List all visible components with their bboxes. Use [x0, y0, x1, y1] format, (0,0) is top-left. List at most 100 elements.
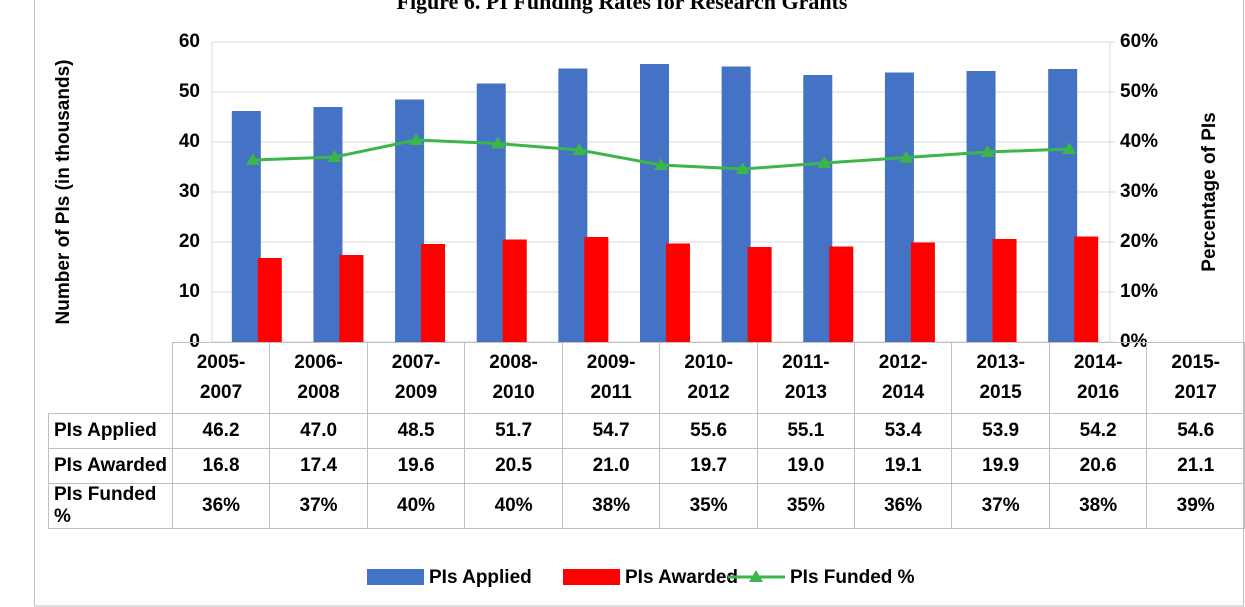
x-tick-label: 2007-2009 — [366, 342, 466, 414]
table-cell: 47.0 — [269, 413, 368, 449]
table-cell: 48.5 — [366, 413, 466, 449]
x-tick-label: 2015-2017 — [1146, 342, 1245, 414]
legend-swatch — [367, 569, 424, 585]
bar — [1074, 236, 1099, 342]
table-cell: 19.9 — [951, 448, 1050, 484]
legend-label: PIs Funded % — [790, 567, 915, 588]
bar — [966, 71, 996, 342]
legend-swatch — [563, 569, 620, 585]
table-cell: 46.2 — [171, 413, 271, 449]
table-row: PIs Applied 46.2 47.0 48.5 51.7 54.7 55.6 55.1 5… — [48, 413, 1245, 449]
table-cell: 36% — [171, 483, 271, 529]
data-table: 2005-2007 2006-2008 2007-2009 2008-2010 2009… — [48, 342, 1245, 529]
table-cell: 35% — [756, 483, 855, 529]
bar — [803, 75, 833, 342]
table-cell: 21.1 — [1146, 448, 1245, 484]
bar — [747, 247, 772, 342]
y2-tick-label: 60% — [1120, 31, 1158, 52]
y-tick-label: 50 — [179, 81, 200, 102]
y2-tick-label: 20% — [1120, 231, 1158, 252]
table-cell: 51.7 — [464, 413, 563, 449]
x-tick-label: 2014-2016 — [1048, 342, 1148, 414]
x-tick-label: 2008-2010 — [464, 342, 563, 414]
marker — [245, 153, 260, 165]
table-cell: 54.2 — [1048, 413, 1148, 449]
table-cell: 20.5 — [464, 448, 563, 484]
marker — [898, 150, 913, 163]
bar — [829, 246, 854, 342]
bar — [257, 258, 282, 342]
table-cell: PIs Applied — [48, 413, 173, 449]
bar — [395, 99, 425, 342]
y2-tick-label: 40% — [1120, 131, 1158, 152]
table-cell: 53.4 — [853, 413, 953, 449]
table-cell: 36% — [853, 483, 953, 529]
marker — [409, 133, 424, 145]
table-cell: 17.4 — [269, 448, 368, 484]
marker — [817, 156, 832, 168]
bar — [502, 239, 527, 342]
bar — [1048, 69, 1078, 342]
legend-label: PIs Applied — [429, 567, 532, 588]
table-cell: 54.7 — [561, 413, 661, 449]
bar — [884, 72, 914, 342]
x-tick-label: 2009-2011 — [561, 342, 661, 414]
table-header: 2005-2007 2006-2008 2007-2009 2008-2010 2009… — [49, 342, 1245, 414]
y-axis-label: Number of PIs (in thousands) — [53, 60, 74, 325]
table-cell: 39% — [1146, 483, 1245, 529]
marker — [490, 136, 505, 149]
bar — [910, 242, 935, 342]
y2-axis-label: Percentage of PIs — [1199, 112, 1220, 271]
table-cell: 19.6 — [366, 448, 466, 484]
x-tick-label: 2012-2014 — [853, 342, 953, 414]
y-tick-label: 30 — [179, 181, 200, 202]
marker — [1062, 142, 1077, 154]
bar — [339, 255, 364, 342]
bar — [421, 244, 446, 342]
bar — [992, 239, 1017, 342]
table-row: PIs Awarded 16.8 17.4 19.6 20.5 21.0 19.7 19.0 1… — [48, 448, 1245, 484]
bar — [721, 66, 751, 342]
legend-label: PIs Awarded — [625, 567, 738, 588]
table-cell: 40% — [464, 483, 563, 529]
table-cell: 38% — [561, 483, 661, 529]
table-cell: 55.1 — [756, 413, 855, 449]
y2-tick-label: 30% — [1120, 181, 1158, 202]
marker — [654, 158, 668, 170]
bar — [313, 107, 343, 342]
table-row: PIs Funded % 36% 37% 40% 40% 38% 35% 35% 36% 37% 3… — [48, 483, 1245, 529]
marker — [572, 143, 587, 155]
marker — [327, 150, 342, 162]
table-cell: 40% — [366, 483, 466, 529]
bar — [476, 83, 506, 342]
x-tick-label: 2010-2012 — [659, 342, 758, 414]
table-cell: 38% — [1048, 483, 1148, 529]
x-tick-label: 2005-2007 — [171, 342, 271, 414]
table-cell: 19.0 — [756, 448, 855, 484]
bar — [231, 111, 261, 342]
table-cell: 55.6 — [659, 413, 758, 449]
table-cell: 19.7 — [659, 448, 758, 484]
table-cell — [49, 343, 173, 414]
bar — [558, 68, 588, 342]
marker — [735, 162, 750, 174]
table-cell: PIs Awarded — [48, 448, 173, 484]
table-cell: 37% — [269, 483, 368, 529]
y2-tick-label: 50% — [1120, 81, 1158, 102]
y-tick-label: 60 — [179, 31, 200, 52]
table-cell: PIs Funded % — [48, 483, 173, 529]
legend-marker — [749, 570, 763, 582]
table-cell: 54.6 — [1146, 413, 1245, 449]
y-tick-label: 20 — [179, 231, 200, 252]
marker — [980, 145, 995, 157]
x-tick-label: 2013-2015 — [951, 342, 1050, 414]
table-cell: 20.6 — [1048, 448, 1148, 484]
x-tick-label: 2011-2013 — [756, 342, 855, 414]
y-tick-label: 10 — [179, 281, 200, 302]
bar — [666, 243, 690, 342]
y2-tick-label: 10% — [1120, 281, 1158, 302]
x-tick-label: 2006-2008 — [269, 342, 368, 414]
bar — [584, 237, 609, 342]
